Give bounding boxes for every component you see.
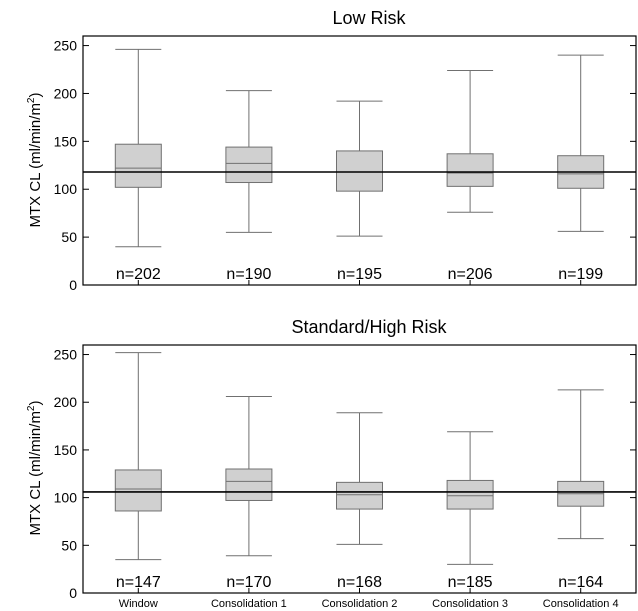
low-risk-panel: Low Risk MTX CL (ml/min/m2) 0 50 100 150 200… xyxy=(26,8,637,293)
panel-title: Low Risk xyxy=(332,8,406,28)
x-category-label: Consolidation 2 xyxy=(322,598,398,610)
box-4 xyxy=(446,69,494,213)
n-label: n=206 xyxy=(448,266,493,283)
n-label: n=199 xyxy=(558,266,603,283)
y-axis-label-end: ) xyxy=(27,92,44,97)
n-label: n=185 xyxy=(448,574,493,591)
box-2 xyxy=(225,396,273,557)
box-5 xyxy=(557,54,605,232)
y-axis-label: MTX CL (ml/min/m2) xyxy=(26,92,44,227)
x-category-label: Consolidation 4 xyxy=(543,598,619,610)
n-label: n=195 xyxy=(337,266,382,283)
y-tick-label: 100 xyxy=(54,181,78,197)
y-axis-label-main: MTX CL (ml/min/m xyxy=(27,411,44,535)
y-tick-label: 50 xyxy=(61,537,77,553)
iqr-box xyxy=(225,146,273,184)
y-tick-label: 100 xyxy=(54,490,78,506)
y-tick-label: 200 xyxy=(54,85,78,101)
y-tick-label: 250 xyxy=(54,38,78,54)
y-axis-label-superscript: 2 xyxy=(26,97,37,103)
iqr-box xyxy=(225,468,273,501)
panel-title: Standard/High Risk xyxy=(291,317,447,337)
n-label: n=202 xyxy=(116,266,161,283)
n-label: n=164 xyxy=(558,574,603,591)
y-tick-label: 200 xyxy=(54,394,78,410)
y-tick-label: 250 xyxy=(54,347,78,363)
box-5 xyxy=(557,389,605,540)
iqr-box xyxy=(336,481,383,510)
iqr-box xyxy=(336,150,383,192)
y-tick-label: 150 xyxy=(54,133,78,149)
iqr-box xyxy=(114,469,162,512)
box-3 xyxy=(336,412,383,545)
x-category-label: Window xyxy=(119,598,158,610)
iqr-box xyxy=(446,479,494,510)
iqr-box xyxy=(446,153,494,187)
box-1 xyxy=(114,352,162,561)
box-1 xyxy=(114,48,162,248)
x-category-label: Consolidation 1 xyxy=(211,598,287,610)
y-axis-label: MTX CL (ml/min/m2) xyxy=(26,400,44,535)
n-label: n=147 xyxy=(116,574,161,591)
n-label: n=190 xyxy=(226,266,271,283)
y-tick-label: 0 xyxy=(69,585,77,601)
y-tick-label: 0 xyxy=(69,277,77,293)
y-tick-label: 50 xyxy=(61,229,77,245)
box-3 xyxy=(336,100,383,237)
y-axis-label-superscript: 2 xyxy=(26,405,37,411)
n-label: n=168 xyxy=(337,574,382,591)
y-axis-label-main: MTX CL (ml/min/m xyxy=(27,103,44,227)
n-label: n=170 xyxy=(226,574,271,591)
x-category-label: Consolidation 3 xyxy=(432,598,508,610)
box-4 xyxy=(446,431,494,565)
y-axis-label-end: ) xyxy=(27,400,44,405)
box-2 xyxy=(225,90,273,233)
iqr-box xyxy=(114,143,162,188)
y-tick-label: 150 xyxy=(54,442,78,458)
standard-high-risk-panel: Standard/High Risk MTX CL (ml/min/m2) 0 5… xyxy=(26,317,637,610)
